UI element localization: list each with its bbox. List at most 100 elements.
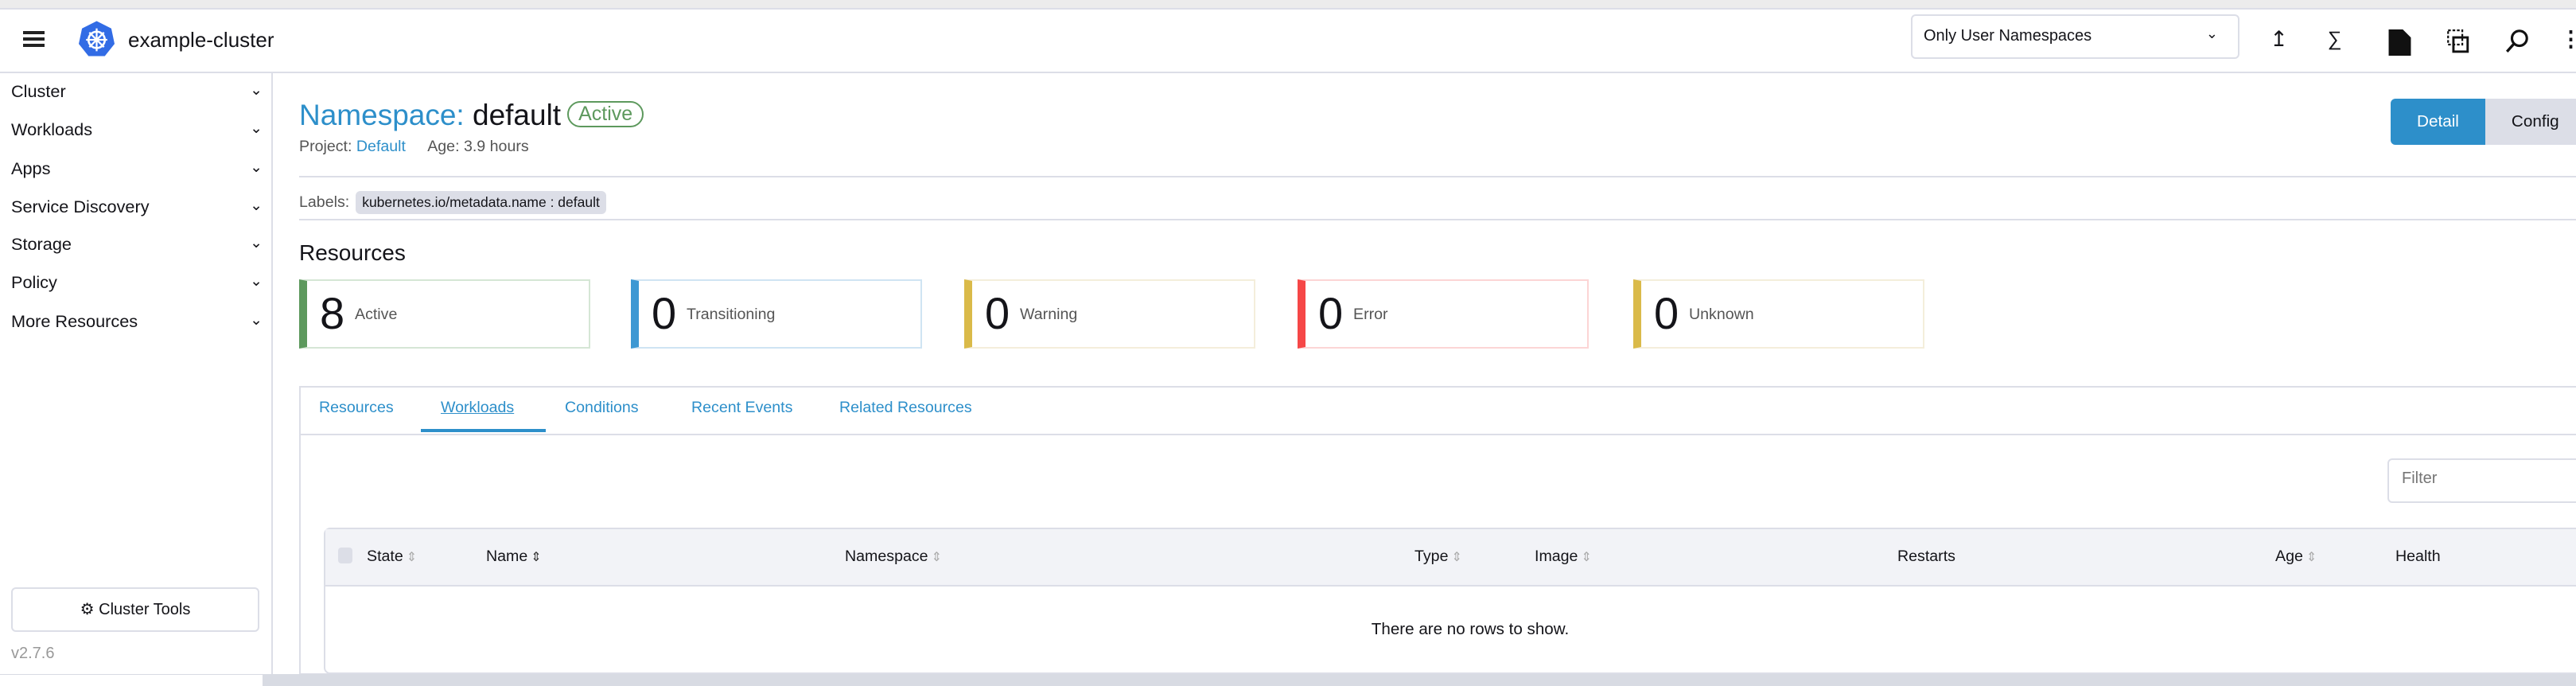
sidebar-item-more-resources[interactable]: More Resources ⌄ xyxy=(11,311,263,332)
sidebar-item-service-discovery[interactable]: Service Discovery ⌄ xyxy=(11,197,263,217)
card-label: Unknown xyxy=(1689,306,1754,323)
divider xyxy=(299,219,2576,220)
column-age[interactable]: Age ⇕ xyxy=(2275,548,2317,565)
sidebar-item-label: Service Discovery xyxy=(11,197,150,216)
empty-table-message: There are no rows to show. xyxy=(1371,620,1570,638)
sidebar-item-label: Policy xyxy=(11,272,57,292)
sidebar-item-policy[interactable]: Policy ⌄ xyxy=(11,272,263,293)
tab-conditions[interactable]: Conditions xyxy=(565,399,639,416)
page-title: Namespace: default Active xyxy=(299,99,644,132)
kubernetes-logo xyxy=(79,21,115,57)
column-restarts: Restarts xyxy=(1897,548,1955,565)
sort-icon: ⇕ xyxy=(1451,551,1462,564)
sidebar-item-label: Storage xyxy=(11,234,72,254)
table-header: State ⇕ Name ⇕ Namespace ⇕ Type ⇕ Image ⇕ Res… xyxy=(325,529,2576,587)
card-unknown: 0 Unknown xyxy=(1633,279,1924,349)
select-all-checkbox[interactable] xyxy=(338,548,352,563)
chevron-down-icon: ⌄ xyxy=(250,312,263,329)
column-state[interactable]: State ⇕ xyxy=(367,548,418,565)
view-toggle: Detail Config xyxy=(2391,99,2576,145)
search-icon[interactable] xyxy=(2505,28,2528,54)
labels-row: Labels: kubernetes.io/metadata.name : def… xyxy=(299,191,606,214)
chevron-down-icon: ⌄ xyxy=(250,159,263,176)
status-badge: Active xyxy=(567,101,644,127)
tab-recent-events[interactable]: Recent Events xyxy=(691,399,793,416)
card-label: Warning xyxy=(1020,306,1078,323)
cluster-name[interactable]: example-cluster xyxy=(128,28,274,52)
project-label: Project: xyxy=(299,138,352,155)
sort-icon: ⇕ xyxy=(406,551,418,564)
card-label: Error xyxy=(1353,306,1388,323)
sidebar-item-label: Workloads xyxy=(11,119,93,139)
workloads-table: State ⇕ Name ⇕ Namespace ⇕ Type ⇕ Image ⇕ Res… xyxy=(324,528,2576,674)
namespace-meta: Project: Default Age: 3.9 hours xyxy=(299,138,529,156)
chevron-down-icon: ⌄ xyxy=(250,197,263,214)
card-error: 0 Error xyxy=(1298,279,1589,349)
card-count: 0 xyxy=(985,288,1010,338)
filter-input[interactable] xyxy=(2389,460,2574,497)
sidebar: Cluster ⌄ Workloads ⌄ Apps ⌄ Service Discov… xyxy=(0,73,273,674)
cluster-tools-label: Cluster Tools xyxy=(99,601,191,618)
column-image[interactable]: Image ⇕ xyxy=(1535,548,1592,565)
copy-config-icon[interactable] xyxy=(2446,28,2469,54)
card-label: Transitioning xyxy=(687,306,776,323)
menu-icon[interactable] xyxy=(23,31,45,48)
tab-workloads[interactable]: Workloads xyxy=(441,399,515,416)
sort-icon: ⇕ xyxy=(931,551,942,564)
sidebar-item-apps[interactable]: Apps ⌄ xyxy=(11,158,263,179)
sidebar-item-storage[interactable]: Storage ⌄ xyxy=(11,234,263,255)
sort-icon: ⇕ xyxy=(531,551,542,564)
chevron-down-icon: ⌄ xyxy=(2205,25,2218,41)
tab-related-resources[interactable]: Related Resources xyxy=(839,399,972,416)
labels-label: Labels: xyxy=(299,193,350,211)
column-namespace[interactable]: Namespace ⇕ xyxy=(845,548,942,565)
card-count: 0 xyxy=(1654,288,1679,338)
resources-heading: Resources xyxy=(299,240,406,265)
title-name: default xyxy=(473,99,562,131)
sidebar-item-label: Cluster xyxy=(11,81,66,101)
detail-button[interactable]: Detail xyxy=(2391,99,2485,145)
card-transitioning: 0 Transitioning xyxy=(631,279,922,349)
gear-icon: ⚙ xyxy=(80,601,95,618)
title-prefix: Namespace: xyxy=(299,99,465,131)
card-label: Active xyxy=(355,306,398,323)
card-active: 8 Active xyxy=(299,279,590,349)
chevron-down-icon: ⌄ xyxy=(250,273,263,290)
sort-icon: ⇕ xyxy=(1581,551,1592,564)
sidebar-item-label: Apps xyxy=(11,158,51,178)
active-tab-indicator xyxy=(421,429,546,432)
card-count: 0 xyxy=(1318,288,1344,338)
chevron-down-icon: ⌄ xyxy=(250,82,263,99)
file-icon[interactable] xyxy=(2388,29,2411,56)
divider xyxy=(299,176,2576,177)
card-warning: 0 Warning xyxy=(964,279,1255,349)
more-icon[interactable]: ⋮ xyxy=(2560,27,2576,51)
horizontal-scrollbar[interactable] xyxy=(0,674,2576,686)
card-count: 8 xyxy=(320,288,345,338)
column-name[interactable]: Name ⇕ xyxy=(486,548,542,565)
cluster-tools-button[interactable]: ⚙ Cluster Tools xyxy=(11,587,259,632)
header: example-cluster Only User Namespaces ⌄ ↥… xyxy=(0,10,2576,73)
chevron-down-icon: ⌄ xyxy=(250,120,263,137)
version-text: v2.7.6 xyxy=(11,645,55,662)
tab-resources[interactable]: Resources xyxy=(319,399,394,416)
config-button[interactable]: Config xyxy=(2485,99,2576,145)
top-strip xyxy=(0,0,2576,10)
namespace-filter-value: Only User Namespaces xyxy=(1924,27,2092,45)
label-chip: kubernetes.io/metadata.name : default xyxy=(356,191,606,214)
tab-bar: Resources Workloads Conditions Recent Ev… xyxy=(301,388,2576,435)
sidebar-item-workloads[interactable]: Workloads ⌄ xyxy=(11,119,263,140)
filter-field[interactable] xyxy=(2387,458,2576,503)
column-health: Health xyxy=(2395,548,2441,565)
upload-icon[interactable]: ↥ xyxy=(2270,27,2288,51)
column-type[interactable]: Type ⇕ xyxy=(1414,548,1462,565)
terminal-icon[interactable]: ∑ xyxy=(2327,28,2342,50)
age-text: Age: 3.9 hours xyxy=(427,138,529,155)
card-count: 0 xyxy=(652,288,677,338)
project-link[interactable]: Default xyxy=(356,138,406,155)
sort-icon: ⇕ xyxy=(2306,551,2317,564)
chevron-down-icon: ⌄ xyxy=(250,235,263,251)
namespace-filter-select[interactable]: Only User Namespaces ⌄ xyxy=(1911,14,2239,59)
sidebar-item-label: More Resources xyxy=(11,311,138,331)
sidebar-item-cluster[interactable]: Cluster ⌄ xyxy=(11,81,263,102)
